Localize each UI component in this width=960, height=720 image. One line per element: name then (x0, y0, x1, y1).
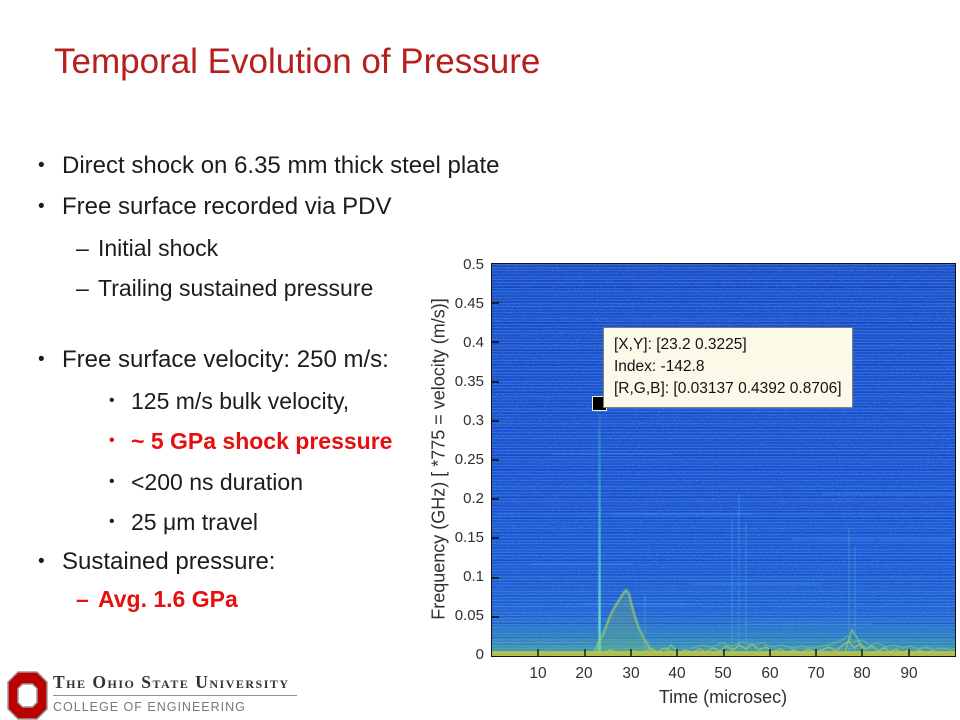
bullet-item: • 25 μm travel (109, 509, 258, 536)
bullet-marker: • (109, 392, 115, 409)
college-wordmark: COLLEGE OF ENGINEERING (53, 700, 246, 714)
bullet-text: Sustained pressure: (62, 548, 276, 575)
datatip-rgb: [R,G,B]: [0.03137 0.4392 0.8706] (614, 380, 842, 397)
bullet-text: <200 ns duration (131, 469, 303, 495)
bullet-item: • Direct shock on 6.35 mm thick steel pl… (38, 152, 500, 180)
bullet-marker: • (109, 432, 115, 449)
x-tick-label: 80 (853, 665, 871, 682)
y-tick-label: 0 (475, 646, 484, 663)
bullet-text: Direct shock on 6.35 mm thick steel plat… (62, 152, 500, 179)
osu-block-o-logo (7, 671, 48, 720)
x-tick-label: 50 (714, 665, 732, 682)
bullet-marker: • (109, 513, 115, 530)
bullet-item-shock-pressure: • ~ 5 GPa shock pressure (109, 428, 392, 455)
spectrogram-texture (492, 264, 955, 656)
bullet-marker: • (109, 473, 115, 490)
bullet-text: Free surface velocity: 250 m/s: (62, 346, 389, 373)
x-tick-label: 90 (900, 665, 918, 682)
datatip-xy: [X,Y]: [23.2 0.3225] (614, 336, 747, 353)
x-tick-label: 60 (761, 665, 779, 682)
x-tick-label: 70 (807, 665, 825, 682)
slide-title: Temporal Evolution of Pressure (54, 42, 541, 81)
x-tick-label: 20 (575, 665, 593, 682)
bullet-item: – Initial shock (76, 235, 218, 262)
y-tick-label: 0.45 (454, 295, 484, 312)
bullet-item: • <200 ns duration (109, 469, 303, 496)
footer-divider (53, 695, 297, 696)
bullet-text: Free surface recorded via PDV (62, 193, 392, 220)
bullet-marker: • (38, 196, 45, 217)
y-tick-label: 0.5 (463, 256, 484, 273)
bullet-marker: • (38, 551, 45, 572)
x-tick-label: 40 (668, 665, 686, 682)
datatip-index: Index: -142.8 (614, 358, 705, 375)
x-tick-label: 30 (622, 665, 640, 682)
y-tick-label: 0.15 (454, 529, 484, 546)
datatip-box: [X,Y]: [23.2 0.3225] Index: -142.8 [R,G,… (603, 327, 853, 408)
y-tick-label: 0.4 (463, 334, 484, 351)
bullet-marker: • (38, 349, 45, 370)
y-tick-label: 0.35 (454, 373, 484, 390)
low-frequency-glow (492, 622, 955, 656)
bullet-marker: – (76, 586, 89, 612)
y-tick-label: 0.05 (454, 607, 484, 624)
bullet-marker: • (38, 155, 45, 176)
bullet-text: 125 m/s bulk velocity, (131, 388, 350, 414)
bullet-text: 25 μm travel (131, 509, 259, 535)
y-tick-label: 0.2 (463, 490, 484, 507)
spectrogram-plot (491, 263, 956, 657)
bullet-item: • Free surface velocity: 250 m/s: (38, 346, 389, 374)
bullet-item: • Free surface recorded via PDV (38, 193, 391, 221)
y-tick-label: 0.1 (463, 568, 484, 585)
bullet-text: ~ 5 GPa shock pressure (131, 428, 393, 454)
y-tick-label: 0.3 (463, 412, 484, 429)
bullet-item: • 125 m/s bulk velocity, (109, 388, 349, 415)
bullet-item-avg-pressure: – Avg. 1.6 GPa (76, 586, 238, 613)
x-axis-label: Time (microsec) (658, 687, 788, 707)
bullet-text: Trailing sustained pressure (98, 275, 374, 301)
bullet-item: • Sustained pressure: (38, 548, 275, 576)
university-wordmark: The Ohio State University (53, 672, 290, 692)
bullet-text: Avg. 1.6 GPa (98, 586, 238, 612)
x-tick-label: 10 (529, 665, 547, 682)
bullet-marker: – (76, 275, 89, 301)
y-tick-label: 0.25 (454, 451, 484, 468)
bullet-text: Initial shock (98, 235, 219, 261)
bullet-item: – Trailing sustained pressure (76, 275, 373, 302)
bullet-marker: – (76, 235, 89, 261)
